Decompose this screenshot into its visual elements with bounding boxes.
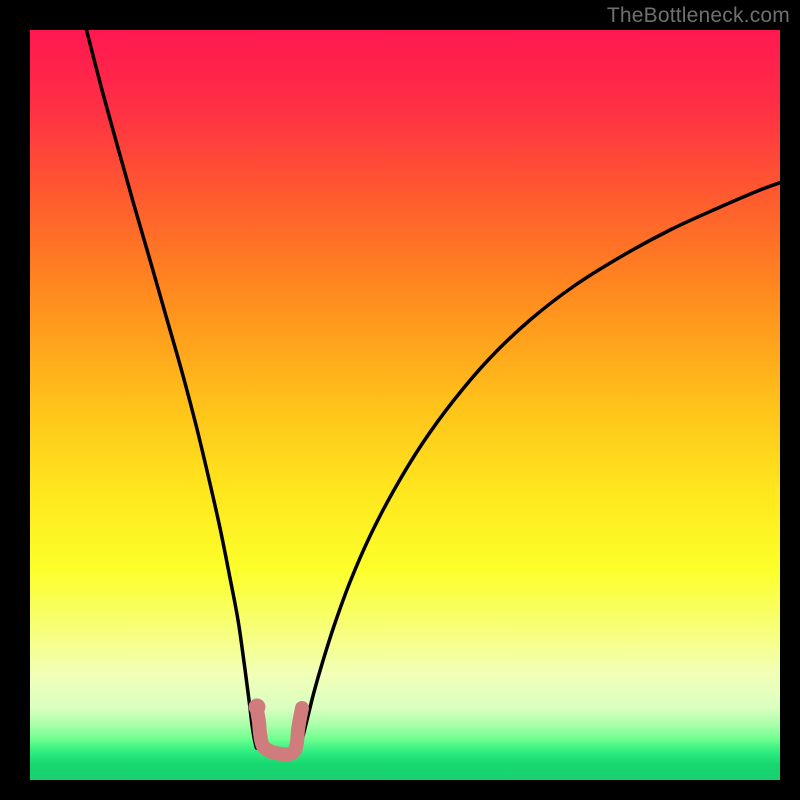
chart-frame: TheBottleneck.com bbox=[0, 0, 800, 800]
plot-area bbox=[30, 30, 780, 780]
chart-svg bbox=[30, 30, 780, 780]
watermark-text: TheBottleneck.com bbox=[607, 4, 790, 28]
